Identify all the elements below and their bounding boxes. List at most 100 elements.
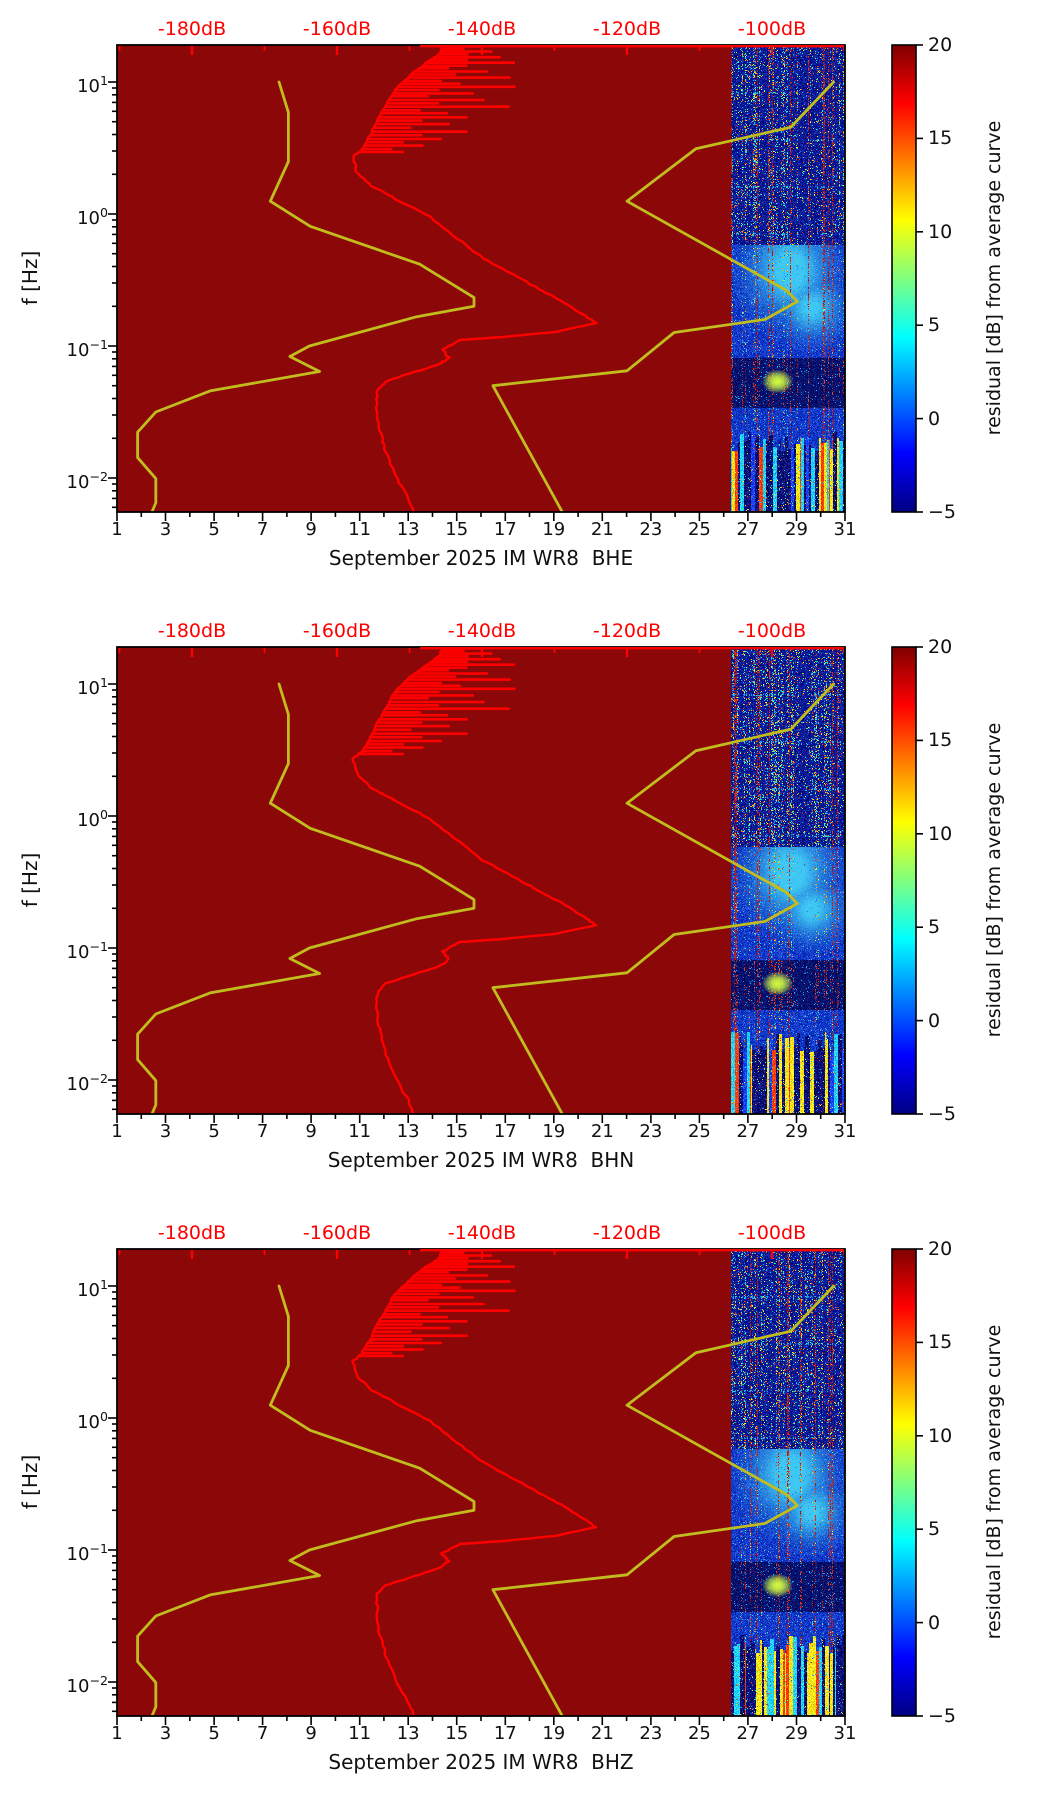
x-tick-label: 25 [687, 1121, 711, 1142]
colorbar-tick-label: 15 [928, 729, 953, 752]
x-tick-label: 19 [542, 1121, 566, 1142]
y-ticks [108, 81, 117, 509]
colorbar-tick-label: −5 [928, 1103, 957, 1125]
colorbar [891, 1248, 923, 1717]
colorbar-label: residual [dB] from average curve [983, 120, 1005, 436]
x-tick-label: 17 [493, 1723, 517, 1744]
x-tick-label: 31 [833, 1723, 857, 1744]
spectrogram-canvas [731, 1249, 845, 1716]
db-tick-label: -180dB [157, 1222, 227, 1244]
y-tick-label: 10−2 [66, 1673, 108, 1697]
colorbar-tick-label: 0 [928, 1611, 941, 1634]
y-ticks [108, 1285, 117, 1713]
y-tick-label: 10−1 [66, 939, 108, 963]
colorbar-tick-label: 10 [928, 220, 953, 243]
x-tick-label: 17 [493, 519, 517, 540]
db-tick-label: -180dB [157, 18, 227, 40]
db-tick-label: -140dB [447, 18, 517, 40]
x-axis-label: September 2025 IM WR8 BHZ [328, 1750, 634, 1774]
x-tick-label: 1 [111, 519, 123, 540]
db-tick-label: -120dB [592, 1222, 662, 1244]
colorbar-tick-label: 20 [928, 636, 953, 658]
y-tick-label: 100 [77, 807, 108, 831]
x-tick-label: 7 [256, 1723, 269, 1744]
db-tick-label: -160dB [302, 1222, 372, 1244]
x-tick-label: 31 [833, 519, 857, 540]
x-tick-label: 5 [208, 519, 220, 540]
y-tick-label: 10−2 [66, 469, 108, 493]
x-tick-label: 3 [159, 519, 172, 540]
x-tick-label: 3 [159, 1121, 172, 1142]
colorbar-tick-label: −5 [928, 501, 957, 523]
x-tick-label: 29 [785, 1121, 808, 1142]
colorbar-tick-label: 5 [928, 916, 941, 939]
x-tick-label: 13 [396, 1121, 420, 1142]
x-tick-label: 27 [736, 1723, 760, 1744]
x-tick-label: 7 [256, 1121, 269, 1142]
db-tick-label: -100dB [737, 620, 807, 642]
colorbar-tick-label: 10 [928, 822, 953, 845]
x-tick-label: 27 [736, 519, 760, 540]
y-tick-label: 10−2 [66, 1071, 108, 1095]
x-tick-label: 5 [208, 1121, 220, 1142]
colorbar-tick-label: 5 [928, 1518, 941, 1541]
x-tick-label: 11 [348, 519, 372, 540]
x-tick-label: 19 [542, 1723, 566, 1744]
x-tick-label: 21 [590, 1121, 614, 1142]
colorbar [891, 646, 923, 1115]
colorbar-tick-label: 5 [928, 314, 941, 337]
y-axis-label: f [Hz] [18, 1454, 42, 1510]
x-tick-label: 25 [687, 1723, 711, 1744]
colorbar-tick-label: 10 [928, 1424, 953, 1447]
colorbar-label: residual [dB] from average curve [983, 722, 1005, 1038]
x-tick-label: 7 [256, 519, 269, 540]
x-tick-label: 15 [445, 1723, 469, 1744]
y-tick-label: 10−1 [66, 1541, 108, 1565]
x-tick-label: 9 [305, 1723, 317, 1744]
x-tick-label: 13 [396, 519, 420, 540]
spectrogram-canvas [731, 45, 845, 512]
y-tick-label: 100 [77, 205, 108, 229]
db-tick-label: -140dB [447, 620, 517, 642]
x-tick-label: 15 [445, 1121, 469, 1142]
x-tick-label: 31 [833, 1121, 857, 1142]
subplot-bhe: f [Hz] September 2025 IM WR8 BHE residua… [0, 0, 1052, 602]
y-axis-label: f [Hz] [18, 852, 42, 908]
x-tick-label: 29 [785, 1723, 808, 1744]
db-tick-label: -120dB [592, 18, 662, 40]
colorbar-tick-label: 15 [928, 127, 953, 150]
x-tick-label: 27 [736, 1121, 760, 1142]
y-axis-label: f [Hz] [18, 250, 42, 306]
x-axis-label: September 2025 IM WR8 BHN [327, 1148, 635, 1172]
x-tick-label: 11 [348, 1121, 372, 1142]
colorbar-tick-label: 0 [928, 407, 941, 430]
colorbar [891, 44, 923, 513]
x-tick-label: 11 [348, 1723, 372, 1744]
db-tick-label: -100dB [737, 1222, 807, 1244]
x-tick-label: 19 [542, 519, 566, 540]
y-ticks [108, 683, 117, 1111]
db-tick-label: -160dB [302, 620, 372, 642]
x-axis-label: September 2025 IM WR8 BHE [328, 546, 634, 570]
y-tick-label: 100 [77, 1409, 108, 1433]
x-tick-label: 17 [493, 1121, 517, 1142]
x-tick-label: 21 [590, 519, 614, 540]
x-tick-label: 23 [639, 519, 663, 540]
colorbar-tick-label: 0 [928, 1009, 941, 1032]
x-tick-label: 21 [590, 1723, 614, 1744]
x-tick-label: 3 [159, 1723, 172, 1744]
db-tick-label: -180dB [157, 620, 227, 642]
db-tick-label: -160dB [302, 18, 372, 40]
x-tick-label: 15 [445, 519, 469, 540]
colorbar-label: residual [dB] from average curve [983, 1324, 1005, 1640]
x-tick-label: 9 [305, 1121, 317, 1142]
y-tick-label: 101 [77, 675, 108, 699]
y-tick-label: 101 [77, 1277, 108, 1301]
x-tick-label: 23 [639, 1723, 663, 1744]
db-tick-label: -100dB [737, 18, 807, 40]
x-tick-label: 9 [305, 519, 317, 540]
colorbar-tick-label: 15 [928, 1331, 953, 1354]
y-tick-label: 10−1 [66, 337, 108, 361]
subplot-bhz: f [Hz] September 2025 IM WR8 BHZ residua… [0, 1204, 1052, 1806]
spectrogram-canvas [731, 647, 845, 1114]
